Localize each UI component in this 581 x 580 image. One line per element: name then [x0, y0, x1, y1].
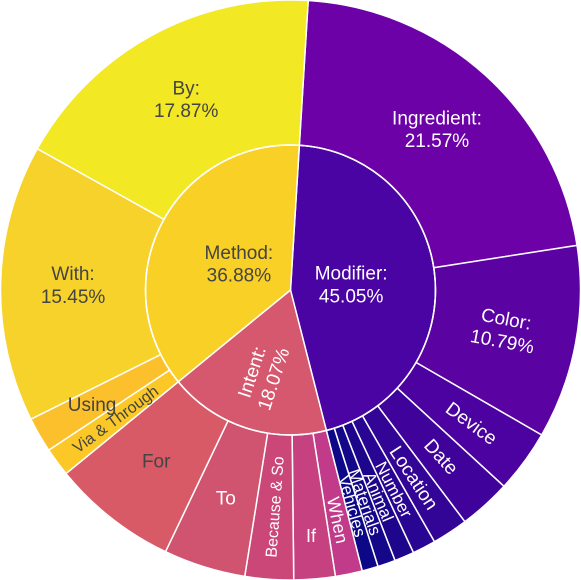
slice-label-using: Using — [68, 395, 117, 416]
slice-label-to: To — [216, 488, 236, 509]
ring-separator — [144, 144, 437, 436]
slice-label-method: Method: 36.88% — [205, 243, 274, 287]
slice-label-ingredient: Ingredient: 21.57% — [392, 108, 482, 152]
slice-label-by: By: 17.87% — [154, 78, 219, 122]
slice-label-for: For — [142, 452, 171, 473]
slice-label-modifier: Modifier: 45.05% — [315, 264, 388, 308]
slice-label-if: If — [306, 526, 317, 546]
slice-label-with: With: 15.45% — [41, 264, 106, 308]
